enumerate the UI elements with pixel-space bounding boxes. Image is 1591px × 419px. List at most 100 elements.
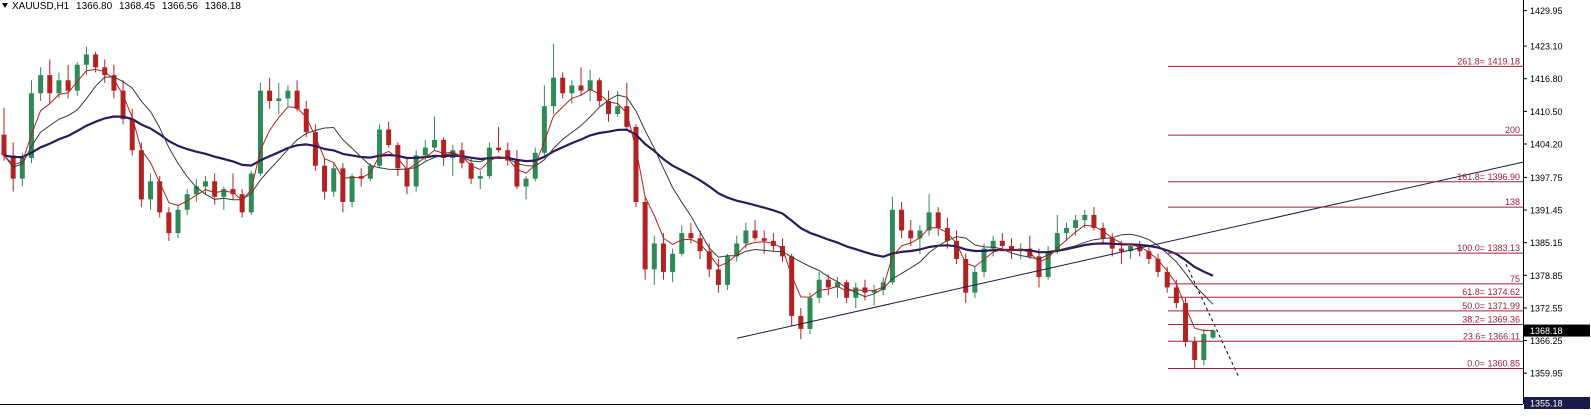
candle-body xyxy=(789,256,795,316)
candle-body xyxy=(138,150,144,200)
candle-body xyxy=(523,178,529,187)
candle-body xyxy=(1201,334,1207,360)
candle-body xyxy=(1082,214,1088,221)
candle-body xyxy=(129,119,135,151)
candle-body xyxy=(38,75,44,94)
candle-body xyxy=(844,282,850,298)
bottom-price-box xyxy=(1524,397,1590,409)
candle-body xyxy=(807,297,813,329)
candle-body xyxy=(221,189,227,197)
candle-body xyxy=(615,106,621,114)
fib-level-label: 0.0= 1360.85 xyxy=(1467,359,1520,369)
price-tick-label: 1423.10 xyxy=(1530,42,1563,52)
candle-body xyxy=(963,258,969,293)
price-tick-label: 1385.15 xyxy=(1530,238,1563,248)
candle-body xyxy=(450,150,456,158)
candle-body xyxy=(28,93,34,158)
candle-body xyxy=(477,176,483,179)
candle-body xyxy=(972,271,978,293)
candle-body xyxy=(303,108,309,133)
candle-body xyxy=(1091,214,1097,228)
price-tick-label: 1359.95 xyxy=(1530,369,1563,379)
candle-body xyxy=(212,181,218,197)
projection-dashed-line xyxy=(1185,263,1239,376)
candle-body xyxy=(541,106,547,153)
candle-body xyxy=(1045,251,1051,278)
price-tick-label: 1378.85 xyxy=(1530,271,1563,281)
candle-body xyxy=(569,85,575,94)
candle-body xyxy=(377,129,383,166)
ma-fast-line xyxy=(3,68,1213,331)
candle-body xyxy=(267,90,273,101)
fib-level-label: 50.0= 1371.99 xyxy=(1462,301,1520,311)
candle-body xyxy=(56,80,62,94)
candle-body xyxy=(862,287,868,293)
candle-body xyxy=(203,181,208,187)
price-tick-label: 1372.55 xyxy=(1530,303,1563,313)
low-value: 1366.56 xyxy=(161,1,199,12)
candle-body xyxy=(1118,248,1124,252)
price-tick-label: 1397.75 xyxy=(1530,173,1563,183)
candle-body xyxy=(651,243,657,270)
candle-body xyxy=(935,212,941,228)
candle-body xyxy=(505,150,511,161)
candle-body xyxy=(1183,303,1189,342)
price-tick-label: 1391.45 xyxy=(1530,206,1563,216)
candle-body xyxy=(954,240,960,259)
candle-body xyxy=(660,243,666,272)
price-tick-label: 1404.20 xyxy=(1530,139,1563,149)
candle-body xyxy=(65,80,71,91)
candle-body xyxy=(47,75,53,94)
ma-mid-line xyxy=(3,76,1214,305)
candle-body xyxy=(752,230,758,239)
candle-body xyxy=(1192,341,1198,360)
candle-body xyxy=(1100,227,1106,239)
candle-body xyxy=(166,212,172,234)
fib-level-label: 75 xyxy=(1510,274,1520,284)
candle-body xyxy=(679,233,685,254)
candle-body xyxy=(340,168,346,202)
candle-body xyxy=(578,85,584,91)
trendline[interactable] xyxy=(736,161,1524,339)
candle-body xyxy=(642,202,648,270)
candle-body xyxy=(239,194,245,213)
candle-body xyxy=(1173,287,1179,303)
candle-body xyxy=(834,282,840,288)
candle-body xyxy=(413,155,419,187)
open-value: 1366.80 xyxy=(76,1,113,12)
candle-body xyxy=(441,139,447,158)
candle-body xyxy=(496,147,502,151)
candle-body xyxy=(908,230,914,239)
candle-body xyxy=(633,126,639,202)
candle-body xyxy=(120,90,126,120)
candle-body xyxy=(743,230,749,244)
candle-body xyxy=(83,54,89,65)
candle-body xyxy=(780,246,786,257)
close-value: 1368.18 xyxy=(204,1,241,12)
candle-body xyxy=(551,77,557,107)
menu-triangle-icon[interactable] xyxy=(2,3,8,8)
fib-level-label: 261.8= 1419.18 xyxy=(1457,56,1520,66)
price-tick-label: 1416.80 xyxy=(1530,74,1563,84)
candle-body xyxy=(999,240,1005,247)
candle-body xyxy=(322,165,328,192)
candle-body xyxy=(230,189,236,195)
candle-body xyxy=(431,139,437,148)
candle-body xyxy=(1210,330,1216,338)
current-price-box xyxy=(1524,324,1590,337)
candle-body xyxy=(725,256,731,285)
candle-body xyxy=(404,168,410,187)
candle-body xyxy=(294,90,300,109)
candle-body xyxy=(184,194,190,210)
candle-body xyxy=(157,181,163,213)
candle-body xyxy=(706,251,712,270)
candle-body xyxy=(596,80,602,101)
candle-body xyxy=(1137,246,1143,252)
fib-level-label: 200 xyxy=(1505,125,1520,135)
candle-body xyxy=(734,243,740,257)
fib-level-label: 38.2= 1369.36 xyxy=(1462,314,1520,324)
candle-body xyxy=(670,253,676,272)
candle-body xyxy=(917,230,923,239)
fib-level-label: 23.6= 1366.11 xyxy=(1463,331,1520,341)
